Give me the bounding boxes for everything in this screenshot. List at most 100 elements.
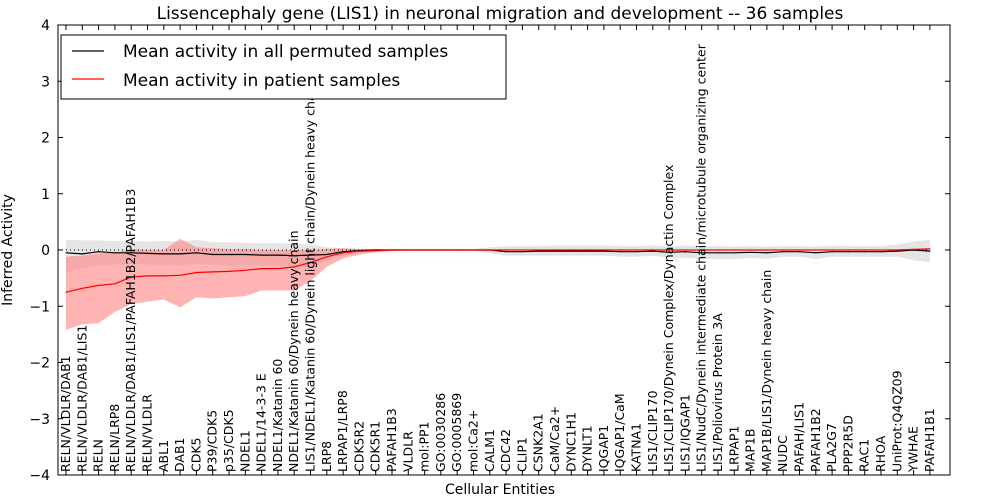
data-point: [847, 251, 850, 253]
data-point: [163, 275, 165, 277]
x-tick-label: LRP8: [319, 441, 334, 472]
x-tick-label: NUDC: [775, 435, 790, 472]
data-point: [228, 270, 230, 272]
data-point: [733, 249, 735, 251]
data-point: [603, 249, 605, 251]
data-point: [98, 284, 100, 286]
x-tick-label: PAFAH/LIS1: [792, 402, 807, 472]
data-point: [521, 249, 524, 251]
data-point: [603, 250, 605, 252]
data-point: [684, 251, 687, 253]
x-axis-label: Cellular Entities: [445, 482, 555, 498]
x-tick-label: YWHAE: [906, 426, 921, 473]
series-line-1: [65, 249, 930, 257]
x-tick-label: RELN/VLDLR/DAB1/LIS1/PAFAH1B2/PAFAH1B3: [123, 189, 138, 472]
legend-label-patient: Mean activity in patient samples: [123, 71, 400, 91]
data-point: [261, 268, 263, 270]
legend-label-permuted: Mean activity in all permuted samples: [123, 42, 448, 62]
x-tick-label: mol:Ca2+: [466, 410, 481, 472]
data-point: [277, 254, 279, 256]
x-tick-label: GO:0005869: [449, 393, 464, 472]
data-point: [375, 250, 377, 252]
data-point: [472, 249, 475, 251]
y-tick-label: 3: [41, 74, 50, 90]
data-point: [114, 252, 116, 254]
data-point: [864, 249, 866, 251]
x-tick-label: CDK5R2: [351, 421, 366, 472]
x-tick-label: p35/CDK5: [221, 409, 236, 472]
data-point: [635, 251, 638, 253]
data-point: [358, 250, 360, 252]
data-point: [244, 269, 246, 271]
x-tick-label: LIS1/NudC/Dynein intermediate chain/micr…: [694, 43, 709, 472]
data-point: [342, 252, 344, 254]
data-point: [750, 249, 752, 251]
x-tick-label: GO:0030286: [433, 393, 448, 472]
data-point: [701, 252, 703, 254]
data-point: [212, 253, 214, 256]
x-tick-label: LIS1/IQGAP1: [677, 394, 692, 472]
x-tick-label: RELN/VLDLR: [140, 394, 155, 472]
data-point: [896, 250, 898, 252]
data-point: [195, 252, 197, 254]
x-tick-label: CSNK2A1: [531, 413, 546, 472]
data-point: [782, 249, 784, 251]
data-point: [309, 254, 312, 256]
x-tick-label: NDEL1/14-3-3 E: [254, 373, 269, 472]
x-tick-label: PPP2R5D: [840, 415, 855, 472]
data-point: [717, 249, 719, 251]
data-point: [407, 249, 409, 251]
data-point: [391, 249, 393, 251]
x-tick-label: RELN/LRP8: [107, 404, 122, 472]
data-point: [798, 251, 801, 253]
data-point: [929, 248, 931, 250]
data-point: [130, 252, 132, 254]
x-tick-label: RELN/VLDLR/DAB1: [58, 355, 73, 472]
x-tick-label: MAP1B: [743, 429, 758, 472]
y-tick-label: −1: [29, 299, 50, 315]
x-tick-label: NDEL1: [237, 430, 252, 472]
data-point: [309, 261, 312, 263]
x-tick-label: NDEL1/Katanin 60: [270, 359, 285, 472]
data-point: [81, 287, 83, 289]
data-point: [831, 251, 833, 253]
data-point: [815, 249, 817, 251]
y-tick-label: −4: [29, 468, 50, 484]
y-axis: −4 −3 −2 −1 0 1 2 3 4: [29, 18, 950, 484]
data-point: [146, 275, 149, 277]
data-point: [880, 251, 882, 253]
data-point: [619, 249, 621, 251]
x-tick-label: IQGAP1/CaM: [612, 393, 627, 472]
data-point: [440, 249, 442, 251]
x-tick-label: RELN/VLDLR/DAB1/LIS1: [74, 325, 89, 472]
x-tick-label: DYNC1H1: [563, 412, 578, 472]
data-point: [701, 249, 703, 251]
data-point: [570, 249, 572, 251]
x-tick-label: PAFAH1B1: [922, 408, 937, 472]
data-point: [587, 250, 589, 252]
data-point: [766, 249, 768, 251]
data-point: [456, 249, 458, 251]
data-point: [798, 249, 801, 251]
x-tick-label: MAP1B/LIS1/Dynein heavy chain: [759, 270, 774, 472]
series-line-layer: [65, 248, 931, 293]
x-tick-label: PLA2G7: [824, 423, 839, 472]
data-point: [277, 268, 279, 270]
data-point: [212, 271, 214, 273]
y-tick-label: 0: [41, 243, 50, 259]
data-point: [505, 249, 507, 251]
data-point: [652, 250, 654, 252]
x-tick-label: CDC42: [498, 429, 513, 472]
data-point: [929, 250, 931, 252]
legend: Mean activity in all permuted samples Me…: [60, 34, 507, 100]
data-point: [261, 254, 263, 256]
data-point: [733, 252, 735, 254]
x-tick-label: mol:PP1: [417, 421, 432, 472]
data-point: [228, 253, 230, 256]
data-point: [521, 251, 524, 253]
x-tick-label: KATNA1: [629, 423, 644, 472]
data-point: [424, 249, 426, 251]
x-tick-label: LRPAP1: [726, 426, 741, 472]
x-tick-label: UniProt:Q4QZ09: [889, 370, 904, 472]
